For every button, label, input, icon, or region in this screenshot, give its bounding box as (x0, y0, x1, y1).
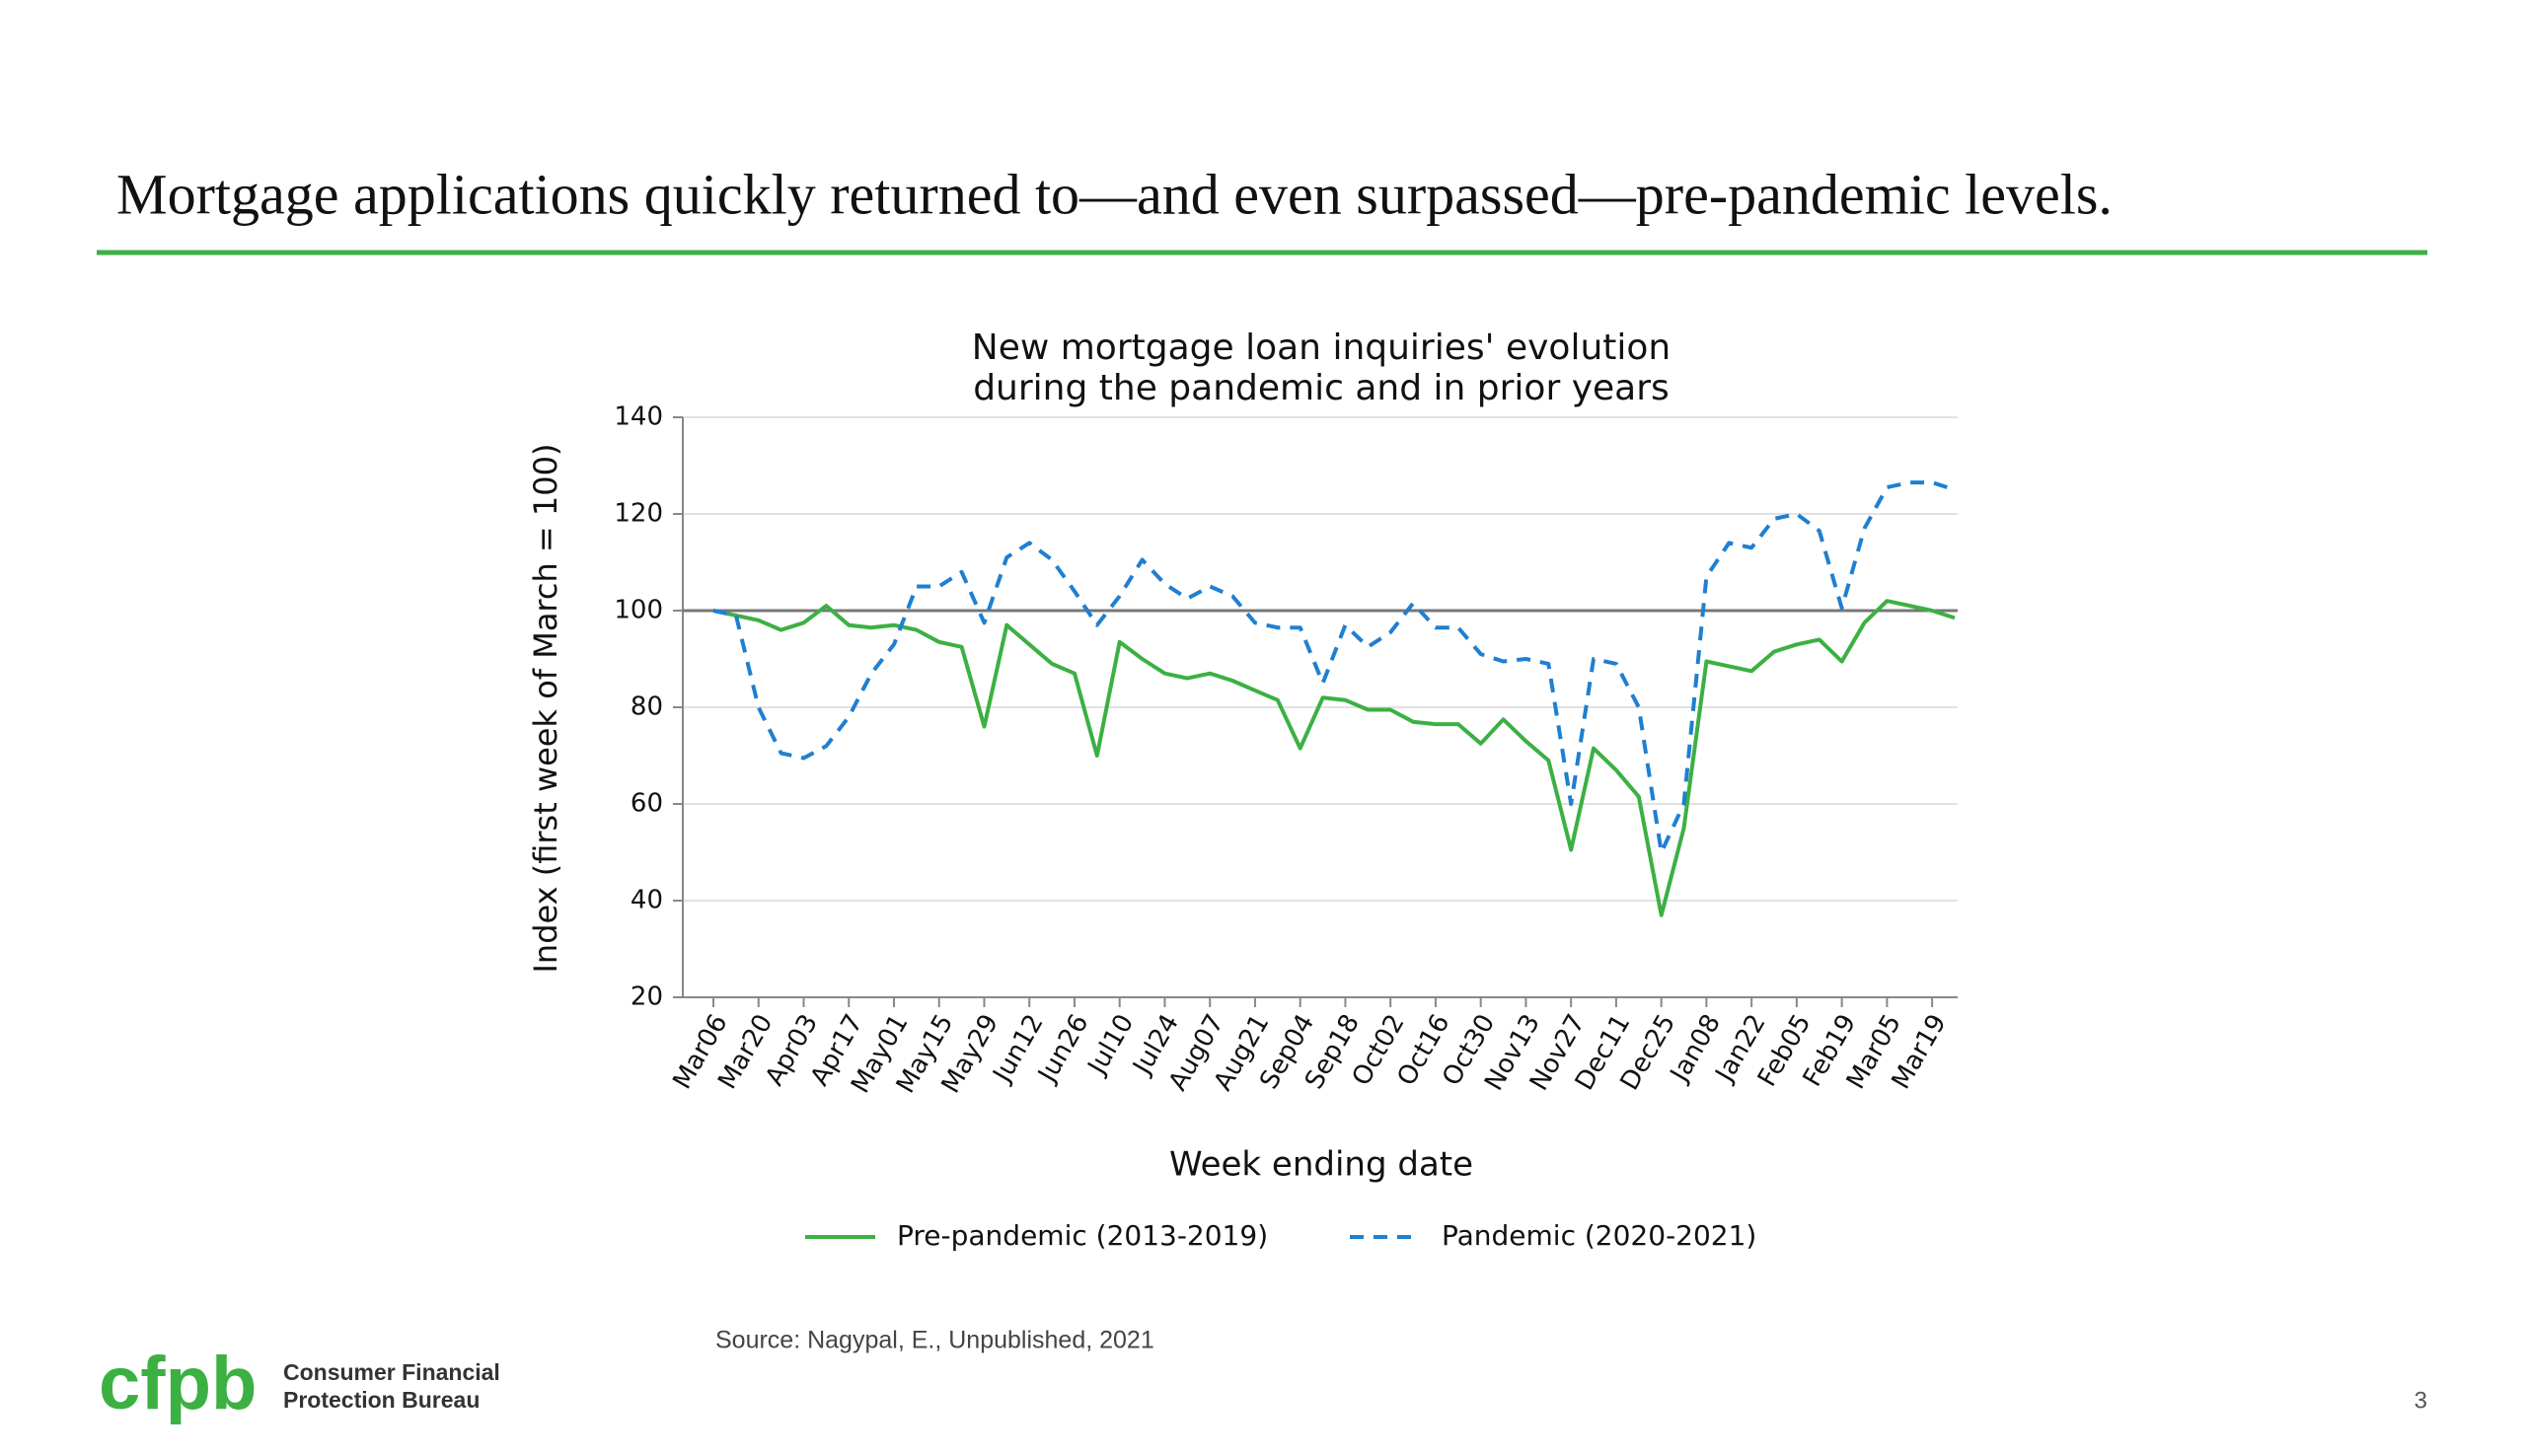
page-number: 3 (2415, 1387, 2427, 1414)
source-note: Source: Nagypal, E., Unpublished, 2021 (715, 1327, 1154, 1354)
y-tick-label: 140 (614, 402, 663, 432)
legend-label: Pandemic (2020-2021) (1442, 1219, 1756, 1252)
logo-text: Consumer Financial (283, 1359, 500, 1385)
y-tick-label: 80 (631, 692, 663, 722)
y-axis-title: Index (first week of March = 100) (527, 444, 564, 974)
chart-title: New mortgage loan inquiries' evolution (972, 328, 1671, 368)
legend-label: Pre-pandemic (2013-2019) (897, 1219, 1268, 1252)
series-line (712, 480, 1956, 854)
slide-title: Mortgage applications quickly returned t… (116, 162, 2113, 226)
y-tick-label: 60 (631, 789, 663, 819)
y-tick-label: 100 (614, 596, 663, 625)
series-line (712, 599, 1956, 917)
logo-mark: cfpb (99, 1342, 257, 1425)
x-axis-title: Week ending date (1169, 1145, 1473, 1185)
logo-text: Protection Bureau (283, 1387, 480, 1413)
y-tick-label: 20 (631, 983, 663, 1012)
x-tick-label: Jul10 (1081, 1009, 1140, 1081)
chart-title: during the pandemic and in prior years (973, 368, 1670, 408)
y-tick-label: 40 (631, 886, 663, 915)
y-tick-label: 120 (614, 499, 663, 529)
